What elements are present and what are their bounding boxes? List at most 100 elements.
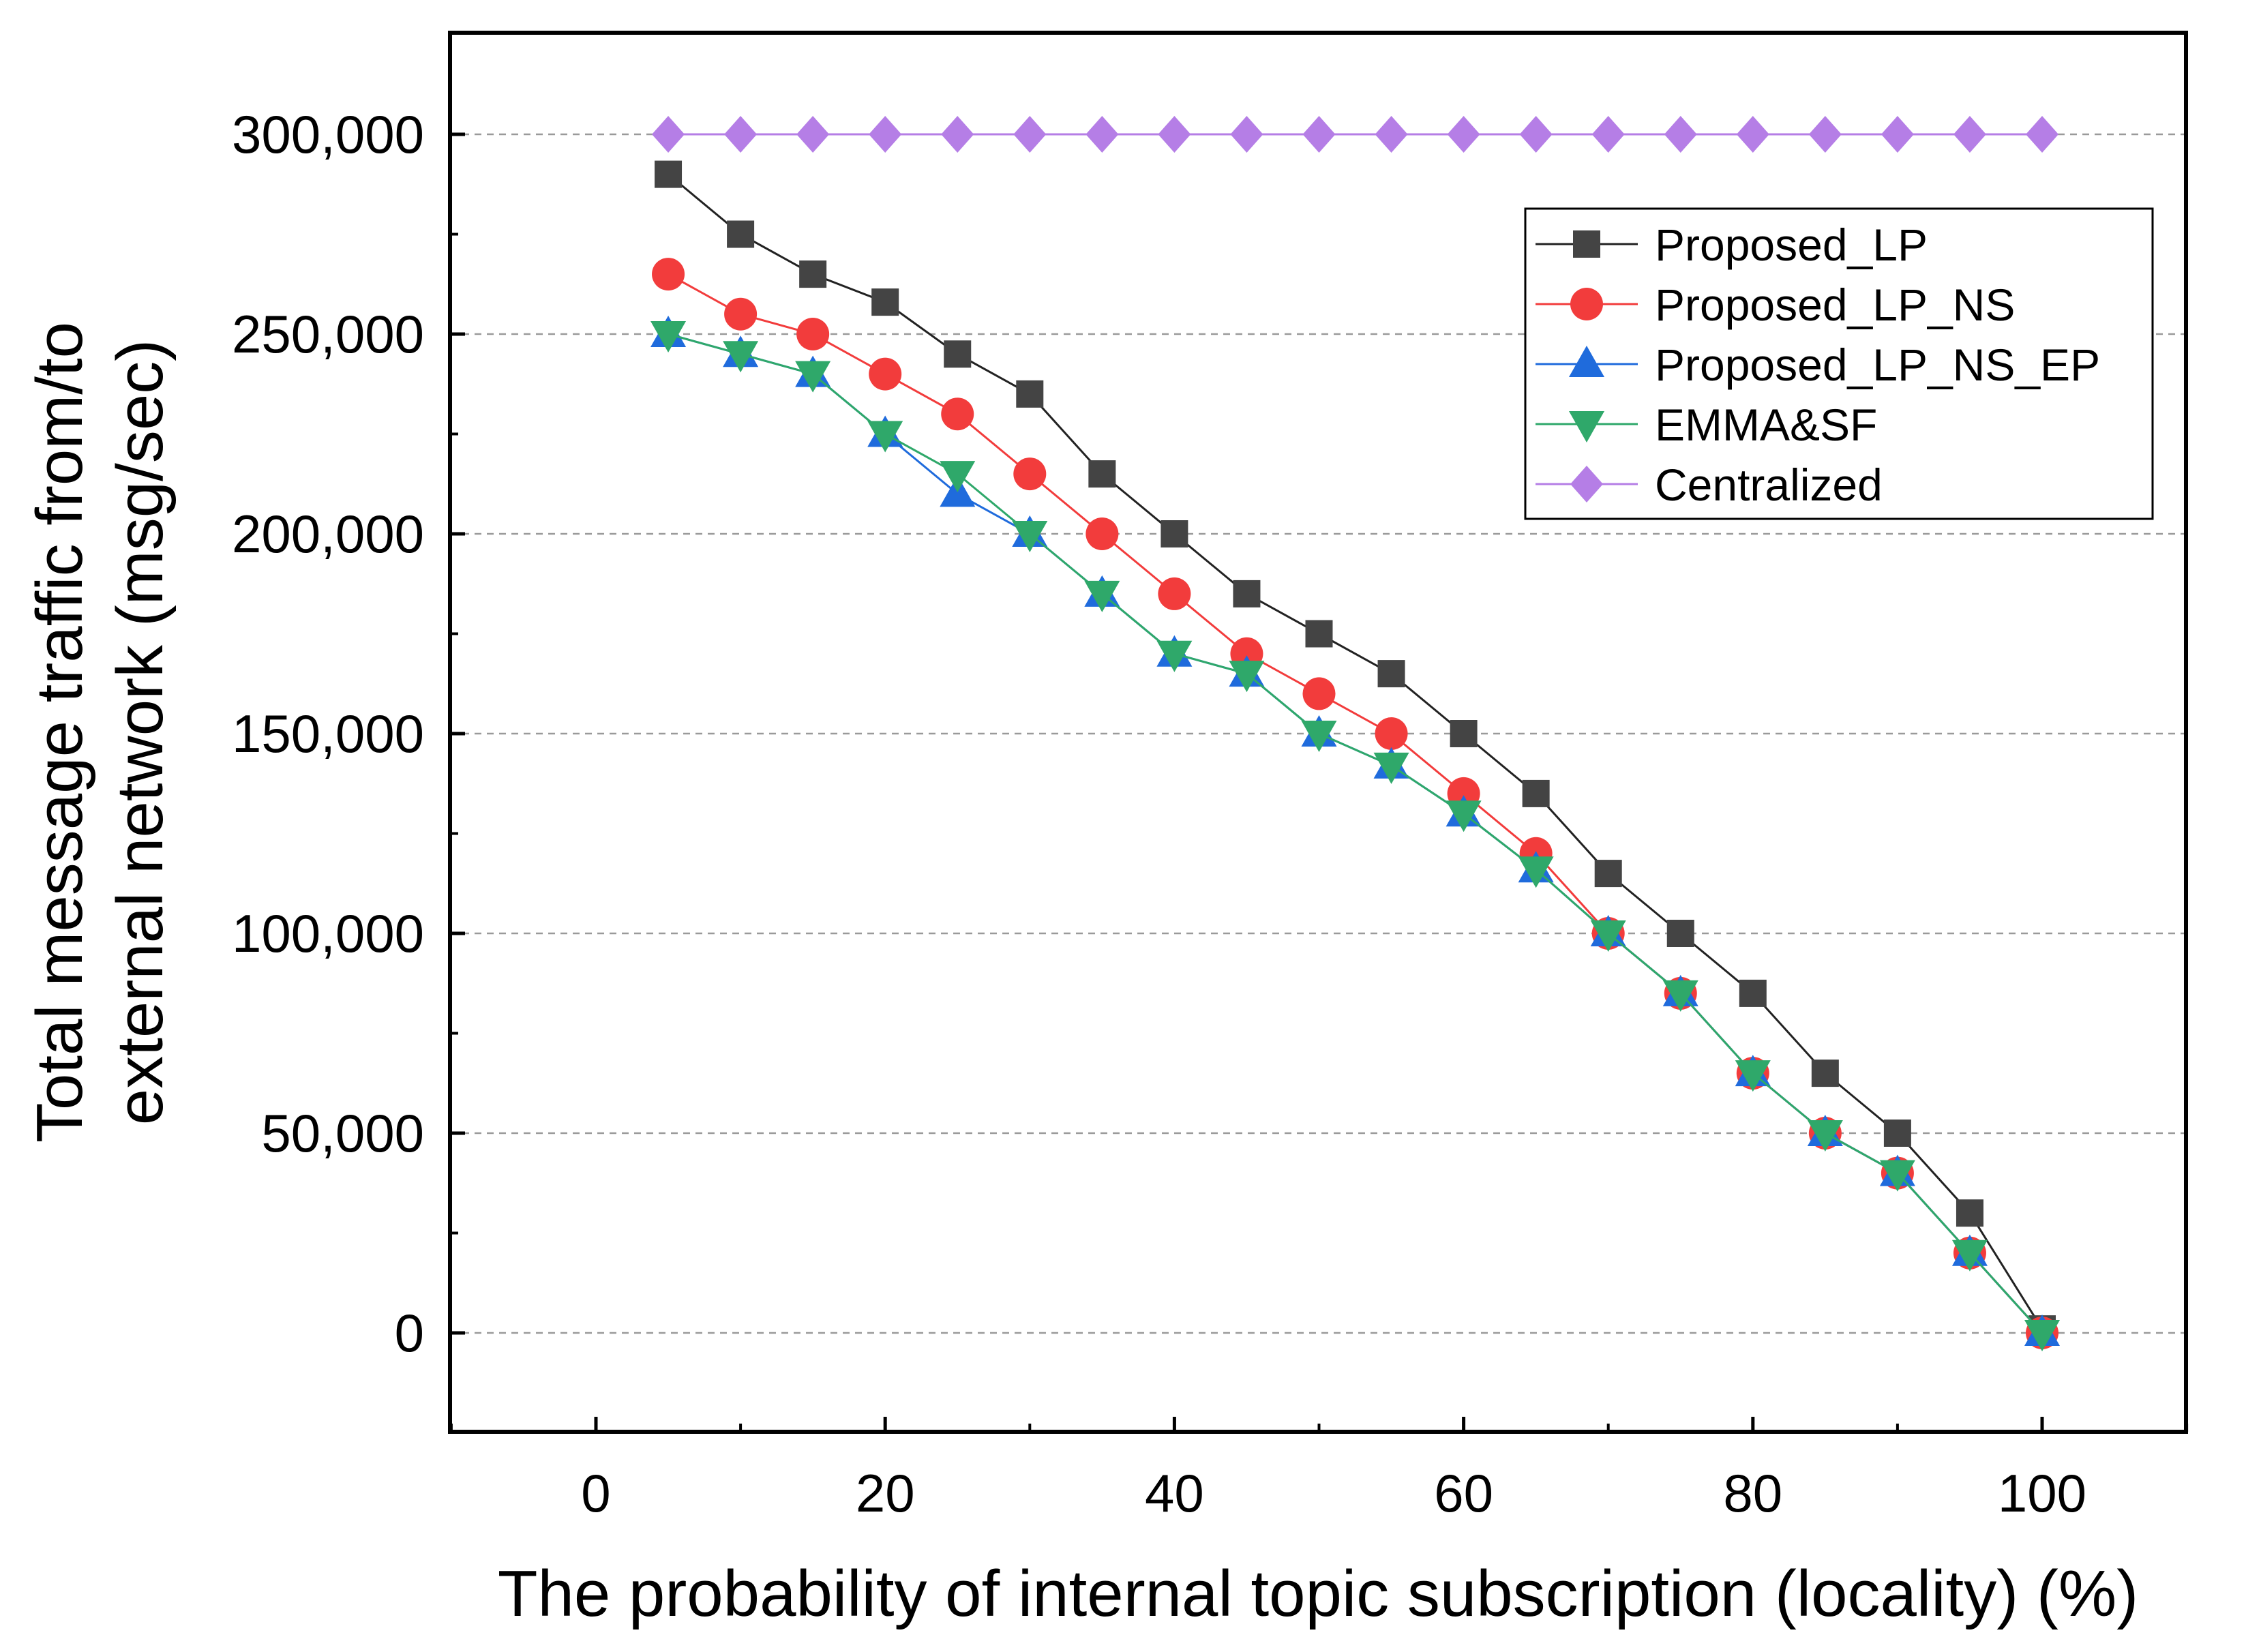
- legend-item-proposed-lp-ns: Proposed_LP_NS: [1536, 280, 2015, 330]
- x-tick-label: 80: [1723, 1463, 1782, 1523]
- data-point-centralized: [869, 116, 902, 153]
- data-point-emma-sf: [1229, 661, 1265, 693]
- data-point-emma-sf: [1301, 721, 1337, 752]
- x-tick-label: 20: [856, 1463, 915, 1523]
- data-point-emma-sf: [1373, 752, 1409, 784]
- legend-item-proposed-lp-ns-ep: Proposed_LP_NS_EP: [1536, 340, 2100, 390]
- data-point-centralized: [796, 116, 830, 153]
- data-point-emma-sf: [940, 461, 976, 493]
- data-point-proposed-lp: [871, 288, 899, 316]
- data-point-proposed-lp-ns: [869, 357, 902, 391]
- legend-marker: [1570, 466, 1603, 502]
- series-centralized: [652, 116, 2058, 153]
- data-point-proposed-lp-ns: [1158, 577, 1191, 610]
- plot-series: [650, 116, 2060, 1351]
- data-point-proposed-lp-ns: [941, 397, 974, 431]
- data-point-emma-sf: [795, 361, 831, 393]
- legend-item-centralized: Centralized: [1536, 460, 1883, 510]
- legend-label: Proposed_LP: [1655, 220, 1928, 270]
- data-point-proposed-lp-ns: [724, 297, 758, 331]
- data-point-proposed-lp-ns: [652, 258, 685, 291]
- data-point-emma-sf: [1735, 1060, 1771, 1092]
- x-axis-title: The probability of internal topic subscr…: [498, 1557, 2138, 1630]
- data-point-proposed-lp: [1377, 660, 1405, 688]
- legend-marker: [1573, 230, 1600, 258]
- legend-label: EMMA&SF: [1655, 400, 1877, 450]
- data-point-centralized: [724, 116, 758, 153]
- y-tick-label: 300,000: [232, 104, 424, 164]
- data-point-proposed-lp-ns: [1375, 717, 1408, 750]
- data-point-emma-sf: [1590, 920, 1626, 952]
- data-point-emma-sf: [1012, 521, 1048, 552]
- data-point-centralized: [1736, 116, 1769, 153]
- data-point-proposed-lp: [1016, 380, 1044, 408]
- data-point-proposed-lp: [655, 160, 683, 188]
- data-point-proposed-lp: [1739, 979, 1767, 1007]
- data-point-proposed-lp: [1883, 1120, 1911, 1147]
- x-tick-label: 40: [1145, 1463, 1204, 1523]
- y-axis-title-line-2: external network (msg/sec): [104, 340, 177, 1125]
- data-point-centralized: [1302, 116, 1336, 153]
- legend-label: Proposed_LP_NS_EP: [1655, 340, 2100, 390]
- data-point-proposed-lp: [1161, 520, 1188, 547]
- data-point-centralized: [1230, 116, 1263, 153]
- x-tick-label: 0: [581, 1463, 610, 1523]
- data-point-centralized: [1664, 116, 1697, 153]
- data-point-proposed-lp-ns: [1013, 457, 1047, 491]
- data-point-emma-sf: [1084, 580, 1120, 612]
- y-tick-label: 100,000: [232, 903, 424, 963]
- data-point-proposed-lp: [944, 340, 972, 368]
- data-point-emma-sf: [1446, 800, 1482, 832]
- y-tick-label: 50,000: [261, 1103, 424, 1163]
- series-emma-sf: [650, 321, 2060, 1351]
- data-point-centralized: [1519, 116, 1553, 153]
- data-point-centralized: [1013, 116, 1047, 153]
- data-point-proposed-lp: [1956, 1199, 1983, 1227]
- data-point-centralized: [941, 116, 974, 153]
- y-axis-title-line-1: Total message traffic from/to: [23, 322, 96, 1143]
- data-point-proposed-lp: [1233, 580, 1261, 607]
- y-tick-label: 250,000: [232, 304, 424, 364]
- data-point-centralized: [1447, 116, 1480, 153]
- data-point-centralized: [1953, 116, 1986, 153]
- data-point-proposed-lp: [1811, 1060, 1839, 1087]
- data-point-emma-sf: [2024, 1320, 2060, 1351]
- x-tick-label: 60: [1434, 1463, 1493, 1523]
- data-point-proposed-lp-ns: [1085, 517, 1119, 550]
- legend-item-emma-sf: EMMA&SF: [1536, 400, 1877, 450]
- legend-marker: [1569, 346, 1604, 377]
- legend-marker: [1569, 411, 1604, 442]
- legend-label: Proposed_LP_NS: [1655, 280, 2015, 330]
- data-point-emma-sf: [650, 321, 687, 352]
- data-point-centralized: [1808, 116, 1842, 153]
- y-tick-label: 0: [395, 1303, 424, 1363]
- data-point-proposed-lp: [727, 220, 755, 248]
- data-point-proposed-lp: [1450, 720, 1478, 747]
- legend-label: Centralized: [1655, 460, 1883, 510]
- data-point-emma-sf: [1951, 1240, 1988, 1272]
- data-point-emma-sf: [867, 421, 903, 453]
- data-point-emma-sf: [1156, 640, 1193, 672]
- legend-marker: [1570, 288, 1603, 320]
- data-point-proposed-lp: [1666, 920, 1694, 947]
- data-point-centralized: [1881, 116, 1914, 153]
- data-point-emma-sf: [1879, 1160, 1915, 1192]
- data-point-emma-sf: [723, 341, 759, 373]
- data-point-centralized: [1158, 116, 1191, 153]
- data-point-centralized: [1591, 116, 1625, 153]
- data-point-emma-sf: [1807, 1120, 1843, 1152]
- data-point-centralized: [1375, 116, 1408, 153]
- data-point-centralized: [652, 116, 685, 153]
- data-point-proposed-lp-ns: [1302, 677, 1336, 710]
- data-point-proposed-lp: [799, 260, 827, 288]
- data-point-proposed-lp: [1522, 779, 1550, 807]
- axis-ticks: 0 50,000 100,000 150,000 200,000 250,000 300,0…: [232, 104, 2189, 1523]
- data-point-proposed-lp: [1088, 460, 1116, 488]
- data-point-emma-sf: [1518, 856, 1554, 888]
- y-axis-title: Total message traffic from/to external n…: [23, 322, 177, 1143]
- data-point-centralized: [1085, 116, 1119, 153]
- data-point-centralized: [2026, 116, 2058, 153]
- data-point-proposed-lp-ns: [796, 318, 830, 350]
- data-point-emma-sf: [1662, 980, 1698, 1012]
